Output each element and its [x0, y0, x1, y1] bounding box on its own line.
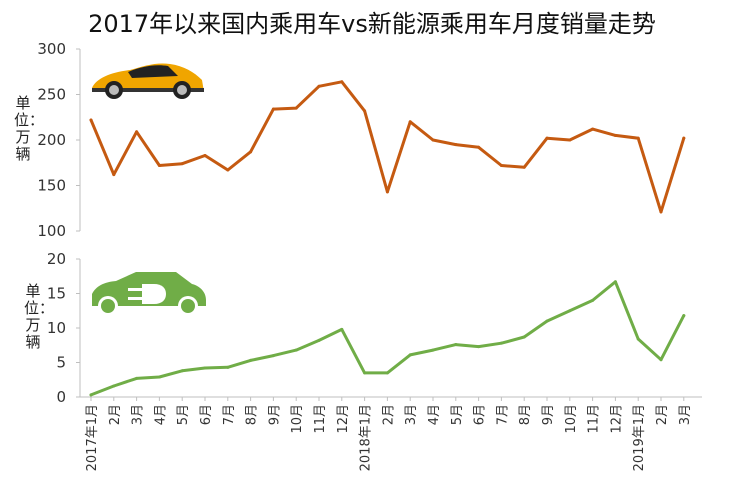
bottom-data-point: [340, 327, 344, 331]
x-tick-label: 4月: [153, 404, 168, 425]
bottom-data-point: [682, 314, 686, 318]
x-tick-label: 7月: [495, 404, 510, 425]
bottom-data-point: [454, 343, 458, 347]
bottom-data-point: [408, 353, 412, 357]
top-data-point: [317, 84, 321, 88]
bottom-data-point: [636, 337, 640, 341]
top-data-point: [408, 120, 412, 124]
bottom-data-point: [294, 348, 298, 352]
top-y-tick-label: 150: [37, 177, 66, 195]
x-tick-label: 10月: [290, 404, 305, 434]
bottom-data-point: [499, 341, 503, 345]
x-tick-label: 2018年1月: [359, 404, 374, 471]
top-data-point: [499, 163, 503, 167]
electric-car-icon: [92, 272, 206, 316]
top-data-point: [112, 173, 116, 177]
bottom-y-tick-label: 15: [47, 285, 66, 303]
top-data-point: [180, 162, 184, 166]
bottom-data-point: [271, 354, 275, 358]
x-tick-label: 8月: [245, 404, 260, 425]
top-data-point: [271, 107, 275, 111]
bottom-data-point: [591, 298, 595, 302]
bottom-data-point: [226, 365, 230, 369]
top-data-point: [294, 106, 298, 110]
x-tick-label: 3月: [678, 404, 693, 425]
x-tick-label: 7月: [222, 404, 237, 425]
x-tick-label: 4月: [427, 404, 442, 425]
x-tick-label: 3月: [131, 404, 146, 425]
top-y-tick-label: 300: [37, 40, 66, 58]
x-tick-label: 10月: [564, 404, 579, 434]
bottom-data-point: [613, 280, 617, 284]
x-tick-label: 5月: [176, 404, 191, 425]
top-data-point: [431, 138, 435, 142]
x-tick-label: 5月: [450, 404, 465, 425]
chart-title: 2017年以来国内乘用车vs新能源乘用车月度销量走势: [88, 10, 656, 38]
bottom-data-point: [135, 376, 139, 380]
top-data-point: [568, 138, 572, 142]
x-tick-label: 6月: [199, 404, 214, 425]
bottom-data-point: [385, 371, 389, 375]
top-data-point: [226, 168, 230, 172]
x-axis: 2017年1月 2月 3月 4月 5月 6月 7月 8月 9月 10月 11月 12月 2018年1月 2…: [80, 396, 702, 471]
x-tick-label: 2月: [108, 404, 123, 425]
top-data-point: [682, 136, 686, 140]
x-tick-label: 11月: [313, 404, 328, 434]
bottom-data-point: [545, 319, 549, 323]
bottom-y-tick-label: 20: [47, 250, 66, 268]
x-tick-label: 8月: [518, 404, 533, 425]
x-tick-label: 11月: [587, 404, 602, 434]
x-tick-label: 9月: [541, 404, 556, 425]
bottom-data-point: [180, 369, 184, 373]
bottom-data-point: [317, 338, 321, 342]
top-data-point: [135, 130, 139, 134]
bottom-data-point: [157, 375, 161, 379]
x-tick-label: 2019年1月: [632, 404, 647, 471]
bottom-data-point: [477, 345, 481, 349]
bottom-data-point: [203, 366, 207, 370]
x-tick-label: 2月: [655, 404, 670, 425]
top-data-point: [203, 153, 207, 157]
top-data-point: [545, 136, 549, 140]
top-data-point: [477, 145, 481, 149]
bottom-data-point: [568, 309, 572, 313]
bottom-y-tick-label: 5: [56, 354, 66, 372]
top-y-tick-label: 250: [37, 86, 66, 104]
top-data-point: [522, 165, 526, 169]
bottom-data-point: [112, 384, 116, 388]
top-y-tick-label: 100: [37, 222, 66, 240]
top-data-point: [659, 210, 663, 214]
x-tick-label: 12月: [609, 404, 624, 434]
bottom-data-point: [363, 371, 367, 375]
top-panel: 100 150 200 250 300: [37, 40, 686, 240]
sports-car-icon: [92, 63, 204, 99]
bottom-y-tick-label: 0: [56, 388, 66, 406]
top-data-point: [385, 190, 389, 194]
top-data-point: [636, 136, 640, 140]
top-data-point: [591, 127, 595, 131]
top-data-point: [340, 80, 344, 84]
bottom-panel: 0 5 10 15 20: [47, 250, 686, 406]
bottom-y-tick-label: 10: [47, 319, 66, 337]
top-data-point: [613, 133, 617, 137]
x-tick-label: 2017年1月: [85, 404, 100, 471]
top-data-point: [249, 150, 253, 154]
top-data-point: [363, 109, 367, 113]
top-y-tick-label: 200: [37, 131, 66, 149]
x-tick-label: 6月: [473, 404, 488, 425]
bottom-data-point: [89, 393, 93, 397]
top-data-point: [89, 118, 93, 122]
bottom-data-point: [522, 335, 526, 339]
x-tick-label: 12月: [336, 404, 351, 434]
x-tick-label: 9月: [267, 404, 282, 425]
x-tick-label: 3月: [404, 404, 419, 425]
top-data-point: [454, 143, 458, 147]
bottom-data-point: [431, 348, 435, 352]
top-data-point: [157, 163, 161, 167]
bottom-data-point: [659, 358, 663, 362]
bottom-data-point: [249, 358, 253, 362]
x-tick-label: 2月: [381, 404, 396, 425]
